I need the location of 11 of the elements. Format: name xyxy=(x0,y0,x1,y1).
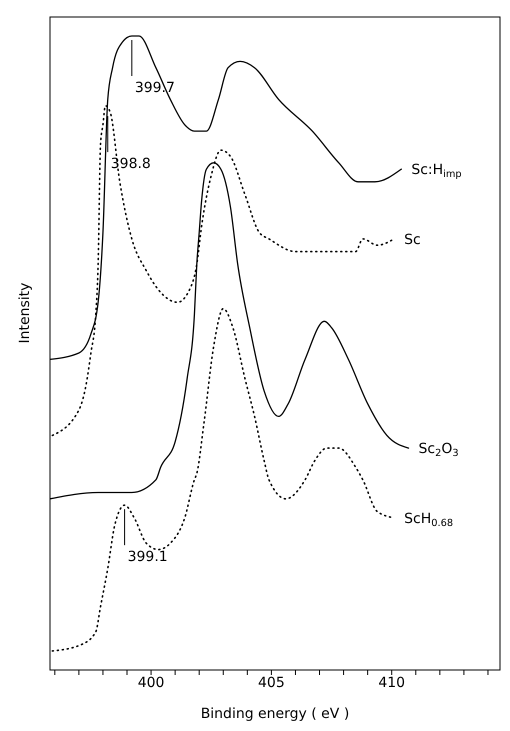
series-label: Sc:H$_{imp}$ xyxy=(411,162,462,180)
x-tick-label: 400 xyxy=(138,674,164,691)
annotation: 399.1 xyxy=(128,549,168,566)
x-axis-title: Binding energy ( eV ) xyxy=(200,706,350,722)
y-axis-title: Intensity xyxy=(16,282,33,344)
series-label: ScH$_{0.68}$ xyxy=(404,510,454,529)
x-tick-label: 410 xyxy=(378,674,406,691)
x-tick-label: 405 xyxy=(258,674,285,691)
series-label: Sc$_{2}$O$_{3}$ xyxy=(418,441,459,460)
annotation: 398.8 xyxy=(110,156,151,172)
series-label: Sc xyxy=(404,232,421,248)
